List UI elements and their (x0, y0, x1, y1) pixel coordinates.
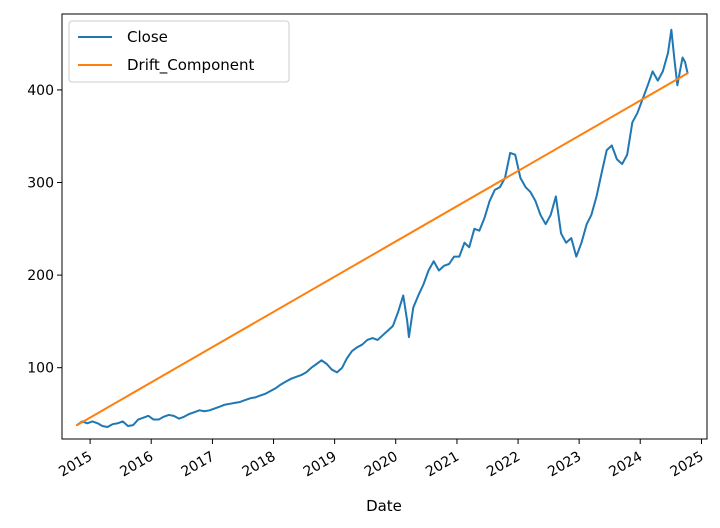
x-tick-label: 2024 (606, 449, 645, 481)
series-line-close (76, 28, 689, 428)
x-axis: 2015 2016 2017 2018 2019 2020 2021 2022 2023 2024… (56, 439, 706, 480)
x-tick-label: 2022 (484, 449, 523, 481)
y-axis: 100 200 300 400 (27, 83, 62, 377)
x-tick-label: 2018 (240, 449, 279, 481)
x-tick-label: 2021 (423, 449, 462, 481)
series-layer (76, 28, 689, 428)
series-line-drift-component (76, 72, 689, 427)
plot-frame (61, 13, 708, 440)
x-tick-label: 2025 (668, 449, 707, 481)
legend-box (68, 20, 290, 83)
y-tick-label: 400 (27, 83, 54, 99)
x-tick-label: 2023 (545, 449, 584, 481)
y-tick-label: 300 (27, 176, 54, 192)
legend-label: Drift_Component (127, 56, 254, 75)
legend-label: Close (127, 28, 168, 46)
legend: Close Drift_Component (68, 20, 290, 83)
x-tick-label: 2016 (117, 449, 156, 481)
x-tick-label: 2020 (362, 449, 401, 481)
x-tick-label: 2019 (301, 449, 340, 481)
y-tick-label: 200 (27, 268, 54, 284)
x-tick-label: 2017 (179, 449, 218, 481)
x-axis-title: Date (366, 497, 402, 515)
x-tick-label: 2015 (56, 449, 95, 481)
y-tick-label: 100 (27, 361, 54, 377)
